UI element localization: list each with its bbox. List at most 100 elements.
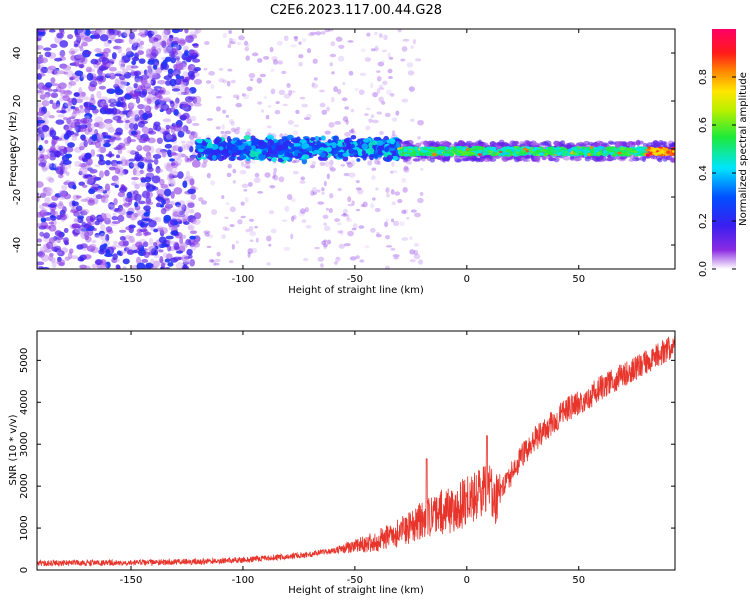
spectrogram-noise-mark — [136, 262, 146, 269]
spectrogram-noise-mark — [322, 214, 329, 220]
spectrogram-noise-mark — [340, 164, 346, 167]
spectrogram-noise-mark — [290, 215, 295, 222]
spectrogram-noise-mark — [90, 149, 96, 157]
spectrogram-noise-mark — [81, 42, 88, 47]
spectrogram-noise-mark — [162, 35, 169, 41]
spectrogram-tone-mark — [445, 147, 449, 150]
spectrogram-noise-mark — [389, 93, 395, 97]
spectrogram-tone-mark — [462, 147, 466, 152]
spectrogram-noise-mark — [79, 210, 88, 216]
spectrogram-tone-mark — [469, 152, 476, 155]
spectrogram-noise-mark — [39, 87, 44, 95]
spectrogram-noise-mark — [375, 187, 379, 191]
spectrogram-noise-mark — [37, 56, 44, 64]
spectrogram-noise-mark — [360, 204, 365, 208]
spectrogram-band-mark — [386, 155, 394, 160]
spectrogram-noise-mark — [50, 215, 57, 221]
spectrogram-noise-mark — [173, 187, 183, 195]
spectrogram-noise-mark — [92, 227, 97, 232]
spectrogram-noise-mark — [162, 59, 168, 66]
spectrogram-noise-mark — [105, 119, 112, 124]
spectrogram-noise-mark — [224, 131, 228, 136]
spectrogram-noise-mark — [174, 50, 183, 58]
spectrogram-noise-mark — [81, 39, 90, 44]
spectrogram-noise-mark — [187, 202, 195, 209]
spectrogram-noise-mark — [163, 118, 171, 122]
spectrogram-noise-mark — [263, 96, 268, 99]
spectrogram-noise-mark — [190, 218, 197, 224]
spectrogram-noise-mark — [163, 29, 171, 36]
spectrogram-noise-mark — [372, 92, 378, 98]
spectrogram-noise-mark — [146, 159, 154, 163]
spectrogram-y-label: Frequency (Hz) — [8, 111, 19, 187]
spectrogram-noise-mark — [307, 33, 315, 37]
y-tick-label: 40 — [12, 47, 23, 60]
spectrogram-noise-mark — [43, 187, 52, 193]
spectrogram-noise-mark — [208, 71, 215, 76]
spectrogram-noise-mark — [119, 211, 128, 216]
spectrogram-noise-mark — [228, 260, 234, 264]
spectrogram-noise-mark — [241, 93, 246, 97]
spectrogram-noise-mark — [182, 180, 188, 189]
spectrogram-band-mark — [266, 134, 275, 140]
spectrogram-noise-mark — [108, 88, 113, 92]
spectrogram-noise-mark — [95, 194, 103, 200]
spectrogram-noise-mark — [172, 256, 182, 261]
spectrogram-noise-mark — [91, 133, 98, 142]
spectrogram-noise-mark — [108, 66, 117, 72]
spectrogram-noise-mark — [364, 244, 370, 249]
spectrogram-noise-mark — [159, 256, 164, 264]
spectrogram-noise-mark — [68, 100, 73, 106]
spectrogram-noise-mark — [133, 70, 142, 76]
spectrogram-noise-mark — [37, 156, 45, 161]
spectrogram-noise-mark — [409, 258, 416, 263]
spectrogram-noise-mark — [365, 125, 371, 131]
snr-y-label: SNR (10 * v/v) — [8, 414, 19, 485]
spectrogram-noise-mark — [165, 79, 172, 86]
spectrogram-noise-mark — [320, 263, 324, 268]
spectrogram-noise-mark — [140, 74, 150, 80]
spectrogram-noise-mark — [48, 224, 57, 232]
spectrogram-band-mark — [214, 137, 222, 143]
spectrogram-tone-mark — [482, 142, 489, 146]
spectrogram-tone-mark — [526, 146, 531, 149]
spectrogram-noise-mark — [89, 214, 96, 222]
spectrogram-noise-mark — [67, 142, 75, 148]
spectrogram-noise-mark — [180, 213, 189, 220]
spectrogram-noise-mark — [116, 265, 121, 269]
spectrogram-noise-mark — [37, 261, 45, 266]
spectrogram-noise-mark — [322, 242, 328, 248]
spectrogram-noise-mark — [117, 204, 124, 212]
spectrogram-noise-mark — [39, 231, 45, 237]
spectrogram-noise-mark — [57, 70, 66, 75]
spectrogram-noise-mark — [96, 189, 105, 193]
spectrogram-noise-mark — [70, 209, 79, 214]
spectrogram-noise-mark — [135, 232, 143, 237]
spectrogram-band-mark — [212, 149, 219, 156]
spectrogram-noise-mark — [146, 70, 154, 77]
spectrogram-noise-mark — [144, 176, 152, 183]
spectrogram-noise-mark — [58, 200, 64, 207]
spectrogram-noise-mark — [303, 116, 311, 121]
spectrogram-noise-mark — [170, 230, 179, 236]
spectrogram-noise-mark — [180, 140, 186, 144]
spectrogram-noise-mark — [100, 195, 106, 203]
spectrogram-noise-mark — [188, 133, 195, 140]
spectrogram-noise-mark — [39, 246, 44, 253]
spectrogram-noise-mark — [43, 47, 52, 51]
spectrogram-noise-mark — [238, 35, 245, 41]
spectrogram-noise-mark — [59, 89, 67, 94]
spectrogram-noise-mark — [344, 106, 350, 110]
spectrogram-noise-mark — [73, 232, 79, 237]
spectrogram-noise-mark — [397, 198, 403, 204]
spectrogram-noise-mark — [131, 44, 138, 51]
spectrogram-tone-mark — [398, 141, 404, 145]
spectrogram-noise-mark — [377, 61, 385, 67]
spectrogram-tone-mark — [556, 147, 561, 151]
spectrogram-noise-mark — [311, 82, 315, 87]
spectrogram-noise-mark — [395, 110, 400, 116]
spectrogram-band-mark — [243, 135, 252, 140]
spectrogram-noise-mark — [151, 217, 159, 221]
spectrogram-band-mark — [202, 156, 207, 160]
spectrogram-noise-mark — [116, 115, 122, 123]
